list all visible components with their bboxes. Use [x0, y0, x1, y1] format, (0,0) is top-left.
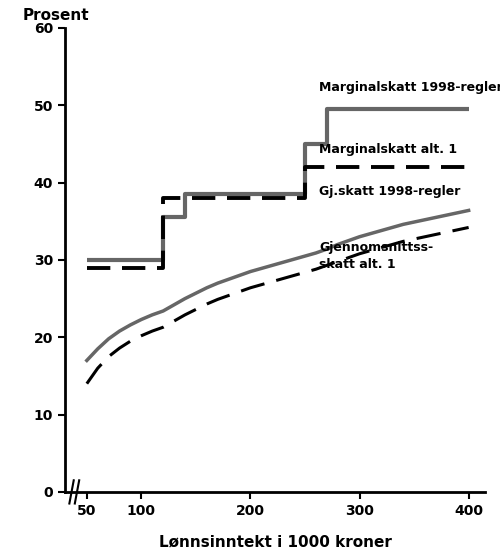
Text: Marginalskatt 1998-regler: Marginalskatt 1998-regler [319, 80, 500, 94]
Text: Prosent: Prosent [23, 8, 90, 23]
Text: Marginalskatt alt. 1: Marginalskatt alt. 1 [319, 143, 458, 155]
Text: Gjennomsnittss-
skatt alt. 1: Gjennomsnittss- skatt alt. 1 [319, 240, 434, 271]
X-axis label: Lønnsinntekt i 1000 kroner: Lønnsinntekt i 1000 kroner [158, 534, 392, 549]
Text: Gj.skatt 1998-regler: Gj.skatt 1998-regler [319, 185, 460, 198]
